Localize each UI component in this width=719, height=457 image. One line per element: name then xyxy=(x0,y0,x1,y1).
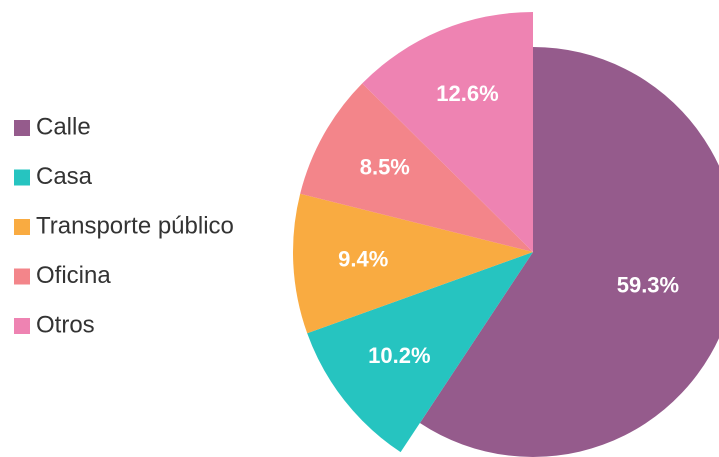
legend-swatch xyxy=(14,219,30,235)
pie-slice xyxy=(362,11,533,252)
slice-label: 9.4% xyxy=(338,246,388,271)
legend-label: Casa xyxy=(36,163,93,190)
legend-swatch xyxy=(14,120,30,136)
legend-swatch xyxy=(14,318,30,334)
legend-label: Otros xyxy=(36,311,95,338)
legend-label: Transporte público xyxy=(36,212,234,239)
legend-label: Oficina xyxy=(36,262,111,289)
pie-slice xyxy=(300,83,533,252)
legend-swatch xyxy=(14,169,30,186)
slice-label: 12.6% xyxy=(436,81,498,106)
legend-swatch xyxy=(14,268,30,285)
legend-label: Calle xyxy=(36,113,91,140)
slice-label: 59.3% xyxy=(617,272,679,297)
pie-slice xyxy=(419,47,719,457)
slice-label: 10.2% xyxy=(368,343,430,368)
pie-slice xyxy=(307,252,533,453)
slice-label: 8.5% xyxy=(360,155,410,180)
pie-slice xyxy=(293,193,533,334)
